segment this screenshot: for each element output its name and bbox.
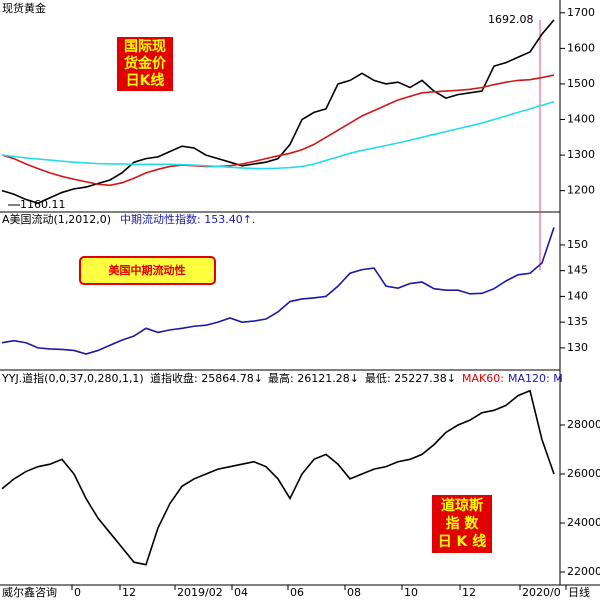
- y-tick-label: 26000: [567, 467, 600, 480]
- x-tick-label: 08: [347, 586, 361, 599]
- indicator-reading: MA120: M: [508, 372, 563, 385]
- box-text: 日K线: [126, 72, 165, 89]
- x-tick-label: 06: [290, 586, 304, 599]
- label-box: [432, 495, 492, 553]
- x-tick-label: 2019/02: [177, 586, 223, 599]
- box-text: 货金价: [123, 55, 167, 72]
- y-tick-label: 28000: [567, 418, 600, 431]
- series-line: [1, 227, 555, 355]
- source: 威尔鑫咨询: [2, 585, 57, 599]
- x-tick-label: 10: [404, 586, 418, 599]
- indicator-reading: 最高: 26121.28↓: [268, 371, 359, 385]
- indicator-label: A美国流动(1,2012,0): [2, 212, 111, 226]
- y-tick-label: 24000: [567, 516, 600, 529]
- series-line: [1, 100, 555, 170]
- y-tick-label: 1200: [567, 184, 595, 197]
- box-text: 道琼斯: [441, 497, 483, 514]
- high-label: 1692.08: [488, 13, 534, 26]
- x-tick-label: 0: [74, 586, 81, 599]
- x-tick-label: 日线: [568, 585, 590, 599]
- y-tick-label: 1700: [567, 6, 595, 19]
- label-box: [79, 256, 216, 285]
- x-tick-label: 2020/0: [522, 586, 561, 599]
- x-tick-label: 04: [234, 586, 248, 599]
- y-tick-label: 1300: [567, 148, 595, 161]
- indicator-reading: 道指收盘: 25864.78↓: [150, 371, 263, 385]
- y-tick-label: 130: [567, 341, 588, 354]
- series-line: [1, 389, 555, 566]
- box-text: 指 数: [446, 515, 480, 532]
- indicator-reading: 最低: 25227.38↓: [365, 372, 456, 385]
- y-tick-label: 22000: [567, 565, 600, 578]
- chart-title: 现货黄金: [2, 1, 46, 15]
- series-line: [1, 19, 555, 204]
- series-line: [1, 74, 555, 187]
- y-tick-label: 1600: [567, 41, 595, 54]
- box-text: 美国中期流动性: [109, 263, 186, 277]
- indicator-reading: MAK60:: [462, 372, 504, 385]
- y-tick-label: 135: [567, 315, 588, 328]
- indicator-label: YYJ.道指(0,0,37,0,280,1,1): [1, 371, 144, 385]
- box-text: 日 K 线: [438, 533, 487, 550]
- indicator-reading: 中期流动性指数: 153.40↑.: [120, 212, 255, 226]
- x-tick-label: 12: [122, 586, 136, 599]
- y-tick-label: 150: [567, 238, 588, 251]
- y-tick-label: 145: [567, 264, 588, 277]
- y-tick-label: 1400: [567, 113, 595, 126]
- label-box: [117, 37, 173, 91]
- y-tick-label: 1500: [567, 77, 595, 90]
- x-tick-label: 12: [462, 586, 476, 599]
- box-text: 国际现: [124, 39, 166, 55]
- y-tick-label: 140: [567, 289, 588, 302]
